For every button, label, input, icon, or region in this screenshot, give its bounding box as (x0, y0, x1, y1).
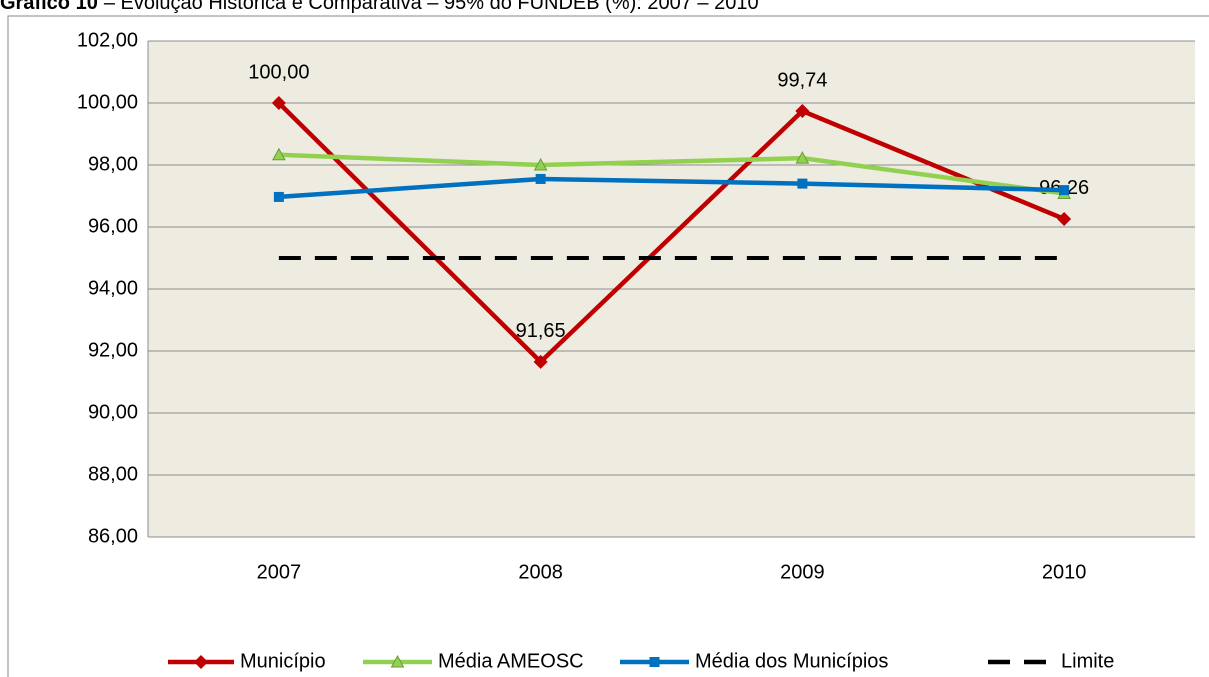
x-tick-label: 2009 (780, 561, 825, 583)
marker (271, 96, 286, 110)
marker (1057, 211, 1072, 226)
y-tick-label: 92,00 (88, 339, 138, 361)
marker (272, 147, 286, 161)
marker (273, 191, 284, 202)
legend-label: Média dos Municípios (695, 650, 888, 672)
y-tick-label: 90,00 (88, 401, 138, 423)
series-line (278, 176, 1065, 200)
x-tick-label: 2007 (257, 561, 302, 583)
title-text: – Evolução Histórica e Comparativa – 95%… (104, 0, 759, 14)
data-label: 100,00 (248, 61, 309, 83)
series-line (278, 152, 1065, 196)
marker (533, 157, 548, 171)
marker (795, 104, 810, 119)
chart-title: Gráfico 10 – Evolução Histórica e Compara… (0, 0, 759, 14)
marker (797, 178, 808, 189)
y-tick-label: 100,00 (77, 91, 138, 113)
series-line (277, 101, 1065, 365)
y-tick-label: 102,00 (77, 29, 138, 51)
marker (535, 173, 546, 184)
data-label: 91,65 (516, 320, 566, 342)
y-tick-label: 96,00 (88, 215, 138, 237)
legend-label: Limite (1061, 650, 1114, 672)
marker (390, 654, 405, 668)
marker (649, 657, 660, 667)
marker (1059, 185, 1070, 196)
x-tick-label: 2010 (1042, 561, 1087, 583)
y-tick-label: 94,00 (88, 277, 138, 299)
legend-label: Média AMEOSC (438, 650, 584, 672)
marker (194, 655, 208, 669)
y-tick-label: 88,00 (88, 463, 138, 485)
x-tick-label: 2008 (518, 561, 563, 583)
title-label: Gráfico 10 (0, 0, 98, 14)
data-label: 99,74 (777, 69, 827, 91)
marker (795, 151, 810, 164)
y-tick-label: 98,00 (88, 153, 138, 175)
legend-label: Município (240, 650, 326, 672)
y-tick-label: 86,00 (88, 525, 138, 547)
marker (533, 354, 548, 369)
